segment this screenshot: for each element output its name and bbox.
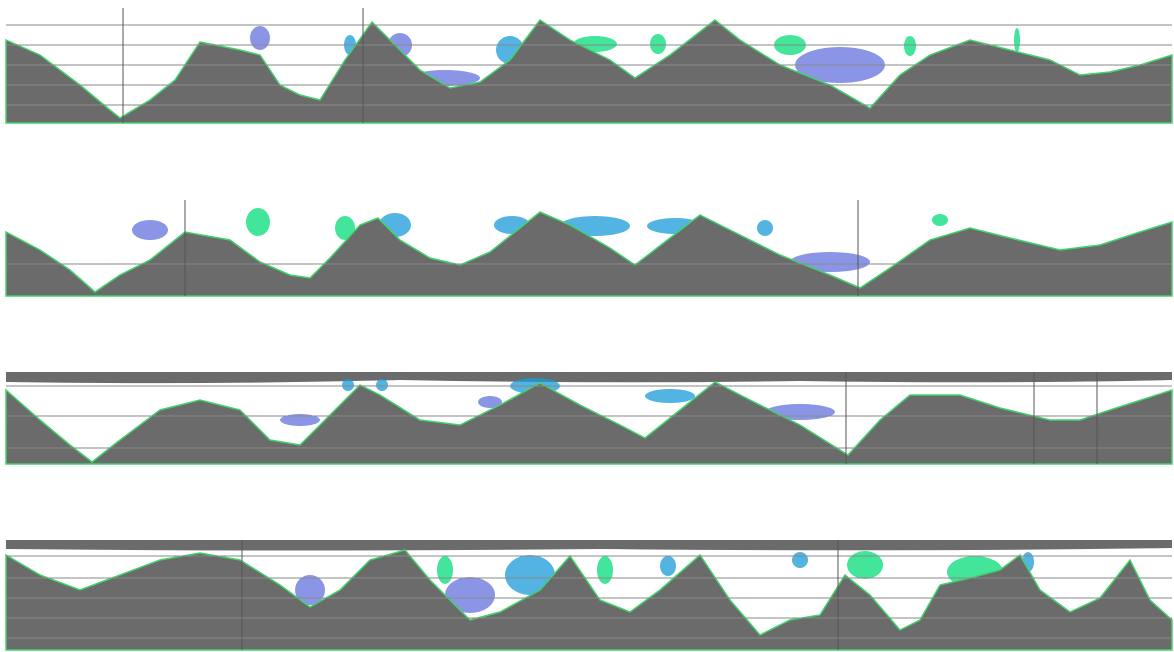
- echo-school: [597, 556, 613, 584]
- echo-school: [376, 379, 388, 391]
- echo-school: [847, 551, 883, 579]
- echo-scatter: [132, 220, 168, 240]
- seabed: [6, 382, 1172, 464]
- echogram-view: [0, 0, 1174, 652]
- echo-school: [437, 556, 453, 584]
- echo-school: [932, 214, 948, 226]
- echo-school: [250, 26, 270, 50]
- echogram-panel: [6, 200, 1172, 296]
- echo-school: [645, 389, 695, 403]
- surface-band: [6, 540, 1172, 551]
- echo-school: [342, 379, 354, 391]
- echo-school: [246, 208, 270, 236]
- echo-school: [904, 36, 916, 56]
- echogram-panel: [6, 372, 1172, 464]
- echo-school: [650, 34, 666, 54]
- surface-band: [6, 372, 1172, 383]
- echo-school: [792, 552, 808, 568]
- echogram-panel: [6, 540, 1172, 650]
- echo-school: [1014, 28, 1020, 52]
- echo-school: [660, 556, 676, 576]
- echo-school: [757, 220, 773, 236]
- echogram-panel: [6, 8, 1172, 123]
